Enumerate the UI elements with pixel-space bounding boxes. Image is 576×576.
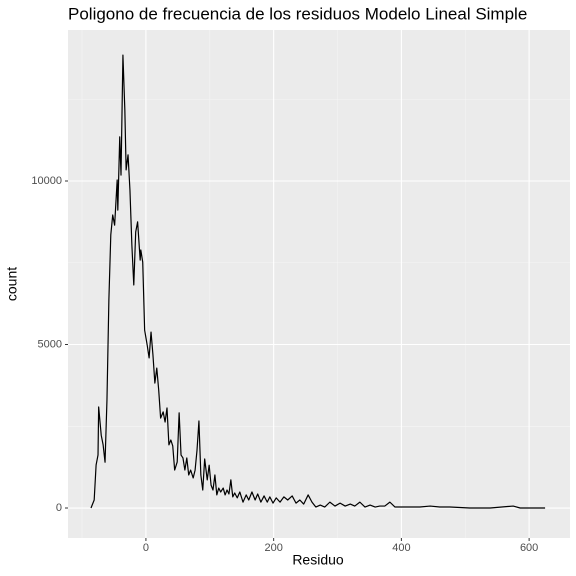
- y-tick-label: 0: [56, 502, 62, 514]
- line: [90, 54, 546, 509]
- chart-title: Poligono de frecuencia de los residuos M…: [68, 4, 527, 23]
- x-tick-label: 200: [264, 542, 282, 554]
- y-axis-title: count: [4, 267, 20, 301]
- x-axis-title: Residuo: [292, 552, 344, 568]
- y-tick-label: 10000: [31, 175, 62, 187]
- x-tick-label: 400: [392, 542, 410, 554]
- x-tick-label: 0: [143, 542, 149, 554]
- y-tick-label: 5000: [38, 338, 62, 350]
- panel: [68, 30, 570, 538]
- x-tick-label: 600: [520, 542, 538, 554]
